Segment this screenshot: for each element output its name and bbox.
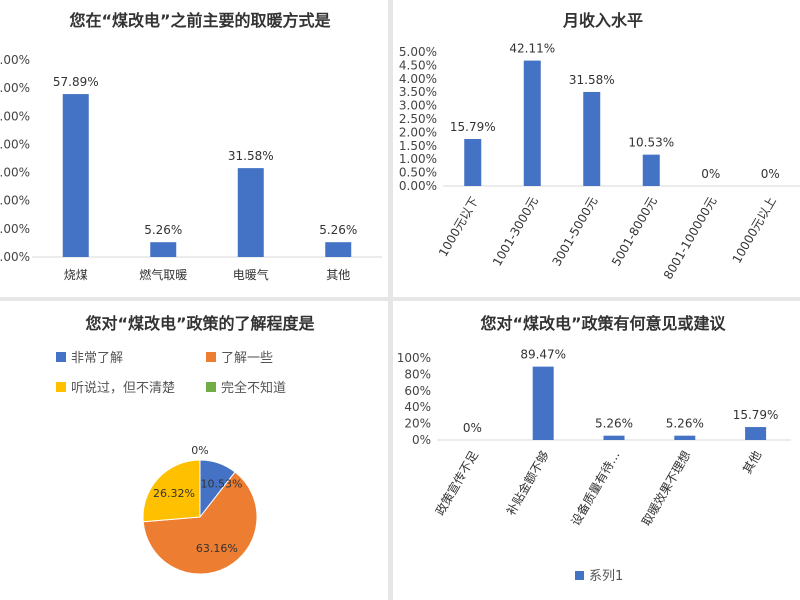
income-chart-panel: 月收入水平 0.00% 0.50% 1.00% 1.50% 2.00% 2.50% 3.00… [393, 0, 800, 297]
y-tick-label: 0% [412, 433, 431, 447]
bar [464, 138, 482, 186]
awareness-chart-panel: 您对“煤改电”政策的了解程度是 非常了解 了解一些听说过，但不清楚 完全不知道 10… [0, 301, 388, 600]
vertical-divider [388, 0, 393, 600]
y-tick-label: 40.00% [0, 137, 30, 151]
data-label: 5.26% [319, 223, 357, 237]
y-tick-label: 70.00% [0, 53, 30, 67]
data-label: 5.26% [595, 417, 633, 431]
income-chart-title: 月收入水平 [562, 11, 643, 30]
bar [325, 242, 352, 257]
category-label: 电暖气 [233, 267, 269, 282]
bar [745, 427, 767, 440]
y-tick-label: 80% [404, 367, 431, 381]
opinion-bar-chart: 您对“煤改电”政策有何意见或建议 0% 20% 40% 60% 80% 100% 0% 89… [397, 314, 791, 584]
data-label: 15.79% [450, 120, 496, 134]
category-label: 5001-8000元 [609, 195, 660, 269]
slice-label: 10.53% [201, 478, 243, 491]
data-label: 57.89% [53, 75, 99, 89]
data-label: 10.53% [628, 136, 674, 150]
legend-swatch [56, 382, 66, 392]
data-label: 0% [463, 421, 482, 435]
y-tick-label: 100% [397, 351, 431, 365]
category-label: 其他 [740, 449, 764, 477]
bar [642, 154, 660, 186]
data-label: 5.26% [666, 417, 704, 431]
data-label: 5.26% [144, 223, 182, 237]
bar [603, 435, 625, 440]
category-label: 补贴金额不够 [503, 448, 552, 518]
y-tick-label: 4.50% [399, 58, 437, 72]
y-tick-label: 1.00% [399, 152, 437, 166]
heating-chart-panel: 您在“煤改电”之前主要的取暖方式是 0.00% 10.00% 20.00% 30.00… [0, 0, 388, 297]
data-label: 15.79% [733, 408, 779, 422]
heating-chart-title: 您在“煤改电”之前主要的取暖方式是 [69, 11, 330, 30]
y-tick-label: 2.00% [399, 125, 437, 139]
pie-slice [142, 459, 201, 523]
y-tick-label: 4.00% [399, 72, 437, 86]
category-label: 取暖效果不理想 [638, 448, 693, 528]
y-tick-label: 5.00% [399, 45, 437, 59]
category-label: 烧煤 [64, 268, 88, 282]
y-tick-label: 60% [404, 384, 431, 398]
data-label: 31.58% [228, 149, 274, 163]
awareness-chart-title: 您对“煤改电”政策的了解程度是 [85, 314, 314, 333]
category-label: 3001-5000元 [550, 195, 601, 269]
y-tick-label: 2.50% [399, 112, 437, 126]
y-tick-label: 30.00% [0, 166, 30, 180]
y-tick-label: 0.00% [0, 250, 30, 264]
pie-slice [142, 471, 258, 575]
category-label: 10000元以上 [730, 195, 779, 266]
bar [674, 435, 696, 440]
slice-label: 26.32% [153, 487, 195, 500]
y-tick-label: 0.50% [399, 166, 437, 180]
y-tick-label: 0.00% [399, 179, 437, 193]
legend-label: 非常了解 [71, 351, 123, 366]
legend-swatch [206, 382, 216, 392]
data-label: 89.47% [520, 348, 566, 362]
bar [523, 60, 541, 187]
data-label: 31.58% [569, 73, 615, 87]
y-tick-label: 20.00% [0, 194, 30, 208]
category-label: 1001-3000元 [490, 195, 541, 269]
y-tick-label: 60.00% [0, 81, 30, 95]
legend-label: 听说过，但不清楚 [71, 381, 175, 396]
y-tick-label: 3.50% [399, 85, 437, 99]
y-tick-label: 3.00% [399, 99, 437, 113]
y-tick-label: 50.00% [0, 109, 30, 123]
slice-label: 0% [191, 444, 208, 457]
horizontal-divider [0, 297, 800, 301]
data-label: 0% [761, 167, 780, 181]
bar [583, 91, 601, 186]
legend-swatch [56, 352, 66, 362]
legend-label: 了解一些 [221, 351, 273, 366]
data-label: 0% [701, 167, 720, 181]
bar [62, 94, 89, 258]
category-label: 8001-100000元 [661, 195, 719, 282]
slice-label: 63.16% [196, 542, 238, 555]
income-bar-chart: 月收入水平 0.00%0.50%1.00%1.50%2.00%2.50%3.00… [399, 11, 800, 282]
category-label: 其他 [326, 268, 350, 282]
legend-swatch [575, 571, 584, 580]
legend-swatch [206, 352, 216, 362]
bar [237, 168, 264, 257]
y-tick-label: 20% [404, 417, 431, 431]
legend-label: 完全不知道 [221, 380, 286, 396]
category-label: 设备质量有待… [568, 449, 622, 529]
legend-label: 系列1 [589, 569, 623, 584]
category-label: 政策宣传不足 [432, 448, 481, 518]
bar [150, 242, 177, 257]
data-label: 42.11% [509, 42, 555, 56]
opinion-chart-title: 您对“煤改电”政策有何意见或建议 [480, 314, 726, 333]
opinion-chart-panel: 您对“煤改电”政策有何意见或建议 0% 20% 40% 60% 80% 100% 0% 89… [393, 301, 800, 600]
bar [532, 366, 554, 440]
y-tick-label: 1.50% [399, 139, 437, 153]
category-label: 1000元以下 [436, 195, 481, 260]
heating-bar-chart: 您在“煤改电”之前主要的取暖方式是 0.00% 10.00% 20.00% 30.00… [0, 11, 382, 282]
y-tick-label: 40% [404, 400, 431, 414]
category-label: 燃气取暖 [139, 267, 187, 282]
y-tick-label: 10.00% [0, 222, 30, 236]
